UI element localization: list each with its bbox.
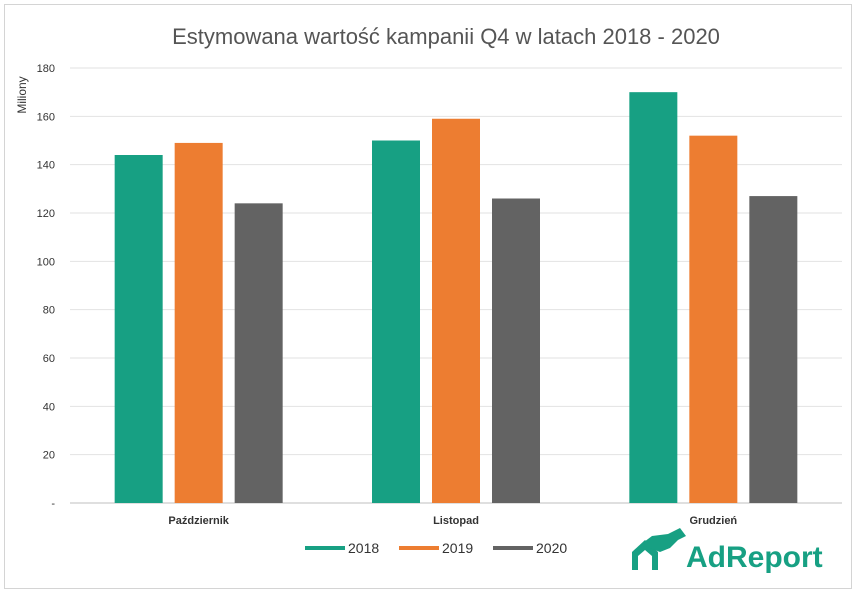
bar-2020-1 bbox=[234, 203, 283, 504]
y-tick-labels: - 20 40 60 80 100 120 140 160 180 bbox=[37, 63, 56, 510]
category-label: Listopad bbox=[433, 515, 479, 527]
legend-label: 2018 bbox=[348, 540, 379, 556]
bar-2019-2 bbox=[432, 118, 480, 503]
y-tick-label: 20 bbox=[43, 450, 55, 462]
y-tick-label: 80 bbox=[43, 305, 55, 317]
bars bbox=[114, 92, 798, 504]
y-tick-label: 160 bbox=[37, 111, 55, 123]
legend-label: 2020 bbox=[536, 540, 567, 556]
bar-2018-2 bbox=[372, 140, 420, 503]
y-tick-label: - bbox=[51, 498, 55, 510]
bar-2020-3 bbox=[749, 196, 798, 504]
category-labels: Październik Listopad Grudzień bbox=[168, 515, 737, 527]
y-tick-label: 100 bbox=[37, 256, 55, 268]
category-label: Październik bbox=[168, 515, 229, 527]
chart-title: Estymowana wartość kampanii Q4 w latach … bbox=[172, 24, 720, 49]
y-axis-label: Miliony bbox=[15, 76, 29, 113]
horse-icon bbox=[632, 528, 686, 570]
y-tick-label: 140 bbox=[37, 160, 55, 172]
y-tick-label: 40 bbox=[43, 401, 55, 413]
category-label: Grudzień bbox=[689, 515, 737, 527]
logo-text: AdReport bbox=[686, 541, 823, 574]
legend: 2018 2019 2020 bbox=[305, 540, 567, 556]
y-tick-label: 120 bbox=[37, 208, 55, 220]
legend-label: 2019 bbox=[442, 540, 473, 556]
bar-2018-3 bbox=[629, 92, 678, 504]
bar-2019-3 bbox=[689, 135, 738, 503]
y-tick-label: 180 bbox=[37, 63, 55, 75]
y-tick-label: 60 bbox=[43, 353, 55, 365]
bar-2020-2 bbox=[492, 198, 540, 503]
bar-2019-1 bbox=[174, 142, 223, 503]
adreport-logo: AdReport bbox=[632, 528, 823, 574]
bar-2018-1 bbox=[114, 155, 163, 503]
